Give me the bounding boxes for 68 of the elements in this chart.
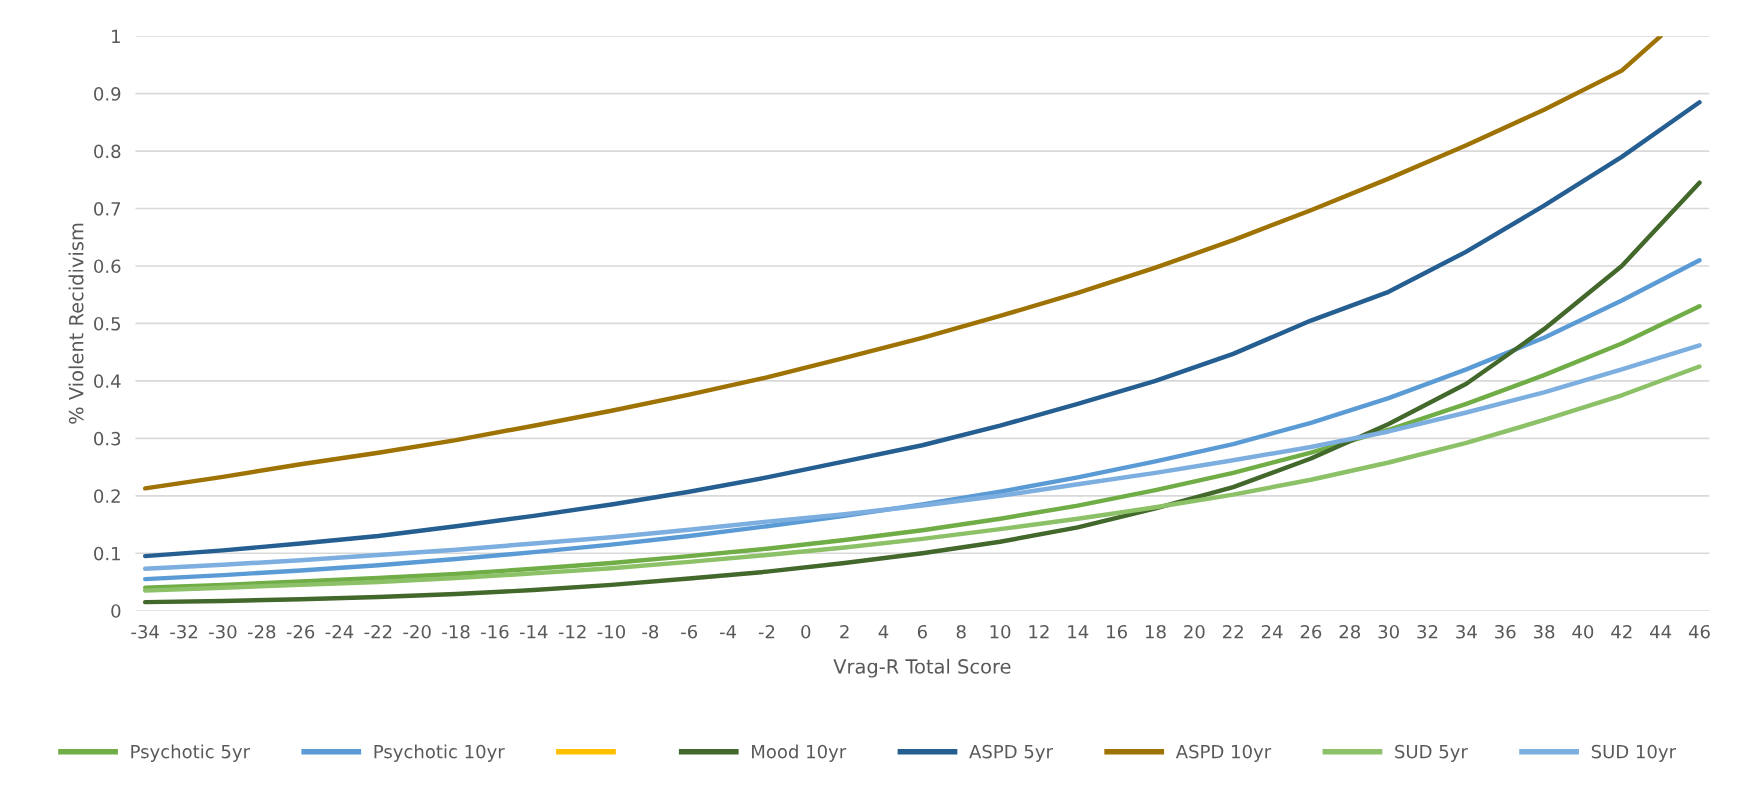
x-tick-label: 30 bbox=[1378, 624, 1399, 639]
y-tick-label: 0.9 bbox=[94, 87, 121, 101]
x-tick-label: -26 bbox=[286, 624, 315, 639]
x-tick-label: -16 bbox=[481, 624, 509, 639]
x-tick-label: -6 bbox=[681, 624, 698, 639]
x-tick-label: 6 bbox=[917, 624, 927, 639]
x-tick-label: 32 bbox=[1417, 624, 1438, 639]
legend-label: Mood 10yr bbox=[752, 744, 847, 762]
x-axis-title: Vrag-R Total Score bbox=[833, 658, 1011, 678]
x-tick-label: -30 bbox=[209, 624, 237, 639]
y-tick-label: 0.6 bbox=[94, 259, 121, 274]
y-tick-label: 0 bbox=[111, 604, 121, 618]
legend-label: Psychotic 5yr bbox=[131, 744, 251, 762]
x-tick-label: -34 bbox=[131, 624, 159, 639]
x-tick-label: 38 bbox=[1533, 624, 1555, 639]
x-tick-label: 20 bbox=[1184, 624, 1205, 639]
x-tick-label: 8 bbox=[956, 624, 966, 639]
x-tick-label: 40 bbox=[1572, 624, 1594, 639]
x-tick-label: 18 bbox=[1145, 624, 1166, 639]
y-tick-label: 0.5 bbox=[94, 316, 121, 331]
x-tick-label: -8 bbox=[642, 624, 659, 639]
line-series bbox=[142, 100, 1702, 559]
line-series bbox=[142, 36, 1663, 491]
y-tick-label: 0.2 bbox=[94, 489, 120, 503]
x-tick-label: -12 bbox=[558, 624, 586, 639]
y-tick-label: 0.7 bbox=[94, 201, 121, 216]
legend-label: ASPD 10yr bbox=[1175, 744, 1272, 762]
legend-label: SUD 5yr bbox=[1395, 744, 1468, 762]
x-tick-label: -28 bbox=[247, 624, 276, 639]
x-tick-label: 22 bbox=[1223, 624, 1243, 639]
x-tick-label: 28 bbox=[1339, 624, 1361, 639]
x-tick-label: 24 bbox=[1261, 624, 1283, 639]
x-tick-label: 4 bbox=[878, 625, 889, 639]
line-series bbox=[142, 303, 1702, 590]
x-tick-label: 0 bbox=[801, 624, 811, 639]
x-tick-label: -18 bbox=[442, 624, 470, 639]
x-tick-label: 46 bbox=[1688, 624, 1710, 639]
x-tick-label: -2 bbox=[758, 624, 775, 639]
line-series bbox=[142, 180, 1702, 605]
y-axis-title: % Violent Recidivism bbox=[68, 223, 84, 424]
legend-label: ASPD 5yr bbox=[969, 744, 1053, 762]
x-tick-label: -14 bbox=[519, 625, 548, 639]
x-tick-label: 42 bbox=[1611, 624, 1632, 639]
x-tick-label: 26 bbox=[1300, 624, 1322, 639]
x-tick-label: -4 bbox=[719, 625, 737, 639]
x-tick-label: -10 bbox=[597, 624, 626, 639]
legend-label: SUD 10yr bbox=[1591, 744, 1677, 762]
y-tick-label: 0.8 bbox=[94, 144, 121, 159]
x-tick-label: 36 bbox=[1495, 624, 1516, 639]
x-tick-label: 10 bbox=[990, 624, 1011, 639]
x-tick-label: -32 bbox=[170, 624, 197, 639]
x-tick-label: 16 bbox=[1107, 624, 1127, 639]
x-tick-label: 2 bbox=[840, 624, 849, 639]
x-tick-label: -24 bbox=[325, 624, 354, 639]
y-tick-label: 0.3 bbox=[94, 431, 121, 446]
line-series bbox=[142, 364, 1702, 593]
x-tick-label: -20 bbox=[403, 624, 431, 639]
x-tick-label: 14 bbox=[1068, 625, 1089, 639]
legend-label: Psychotic 10yr bbox=[374, 744, 505, 762]
y-tick-label: 0.1 bbox=[94, 546, 120, 561]
x-tick-label: 34 bbox=[1456, 624, 1477, 639]
y-tick-label: 1 bbox=[112, 29, 120, 44]
line-series bbox=[142, 343, 1702, 571]
x-tick-label: 12 bbox=[1029, 624, 1049, 639]
x-tick-label: -22 bbox=[364, 624, 392, 639]
y-tick-label: 0.4 bbox=[94, 374, 121, 389]
line-series bbox=[142, 258, 1702, 582]
x-tick-label: 44 bbox=[1650, 625, 1672, 639]
